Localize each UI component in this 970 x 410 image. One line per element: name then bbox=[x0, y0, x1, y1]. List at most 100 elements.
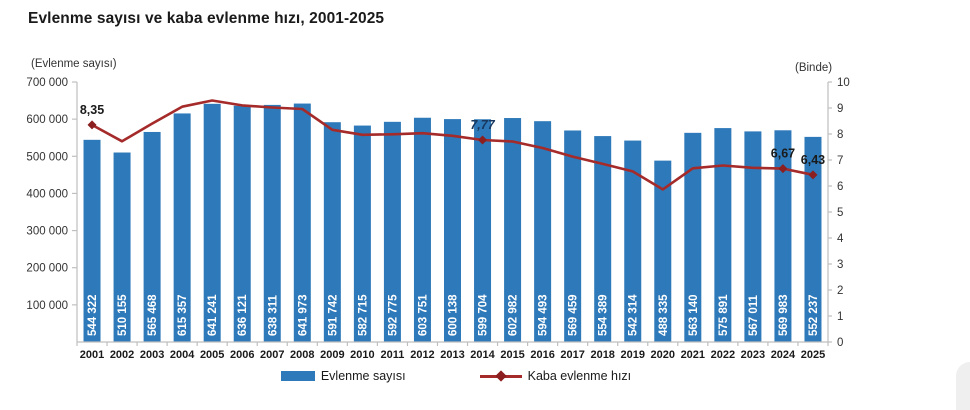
bar-2008 bbox=[293, 103, 311, 342]
bar-value-label-2018: 554 389 bbox=[598, 294, 610, 336]
x-axis-year-label: 2008 bbox=[290, 349, 314, 361]
bar-2025 bbox=[804, 136, 822, 342]
bar-value-label-2024: 569 983 bbox=[778, 294, 790, 336]
x-axis-year-label: 2007 bbox=[260, 349, 284, 361]
bar-2016 bbox=[534, 121, 552, 342]
x-axis-year-label: 2019 bbox=[620, 349, 644, 361]
right-axis-tick-label: 5 bbox=[837, 207, 843, 219]
bar-2003 bbox=[143, 131, 161, 342]
bar-value-label-2020: 488 335 bbox=[658, 294, 670, 336]
right-axis-unit-label: (Binde) bbox=[795, 62, 833, 74]
bar-value-label-2014: 599 704 bbox=[478, 294, 490, 336]
bar-2001 bbox=[83, 139, 101, 342]
left-axis-tick-label: 300 000 bbox=[26, 226, 68, 238]
bar-2009 bbox=[323, 122, 341, 342]
legend-line-label: Kaba evlenme hızı bbox=[527, 369, 632, 383]
bar-value-label-2012: 603 751 bbox=[417, 294, 429, 336]
bar-value-label-2007: 638 311 bbox=[267, 294, 279, 336]
bar-2007 bbox=[263, 104, 281, 342]
left-axis-tick-label: 400 000 bbox=[26, 188, 68, 200]
left-axis-unit-label: (Evlenme sayısı) bbox=[31, 58, 117, 70]
left-axis-tick-label: 700 000 bbox=[26, 77, 68, 89]
x-axis-year-label: 2018 bbox=[590, 349, 614, 361]
bar-value-label-2023: 567 011 bbox=[748, 294, 760, 336]
bar-2006 bbox=[233, 105, 251, 342]
rate-point-label-2001: 8,35 bbox=[80, 103, 104, 117]
x-axis-year-label: 2016 bbox=[530, 349, 554, 361]
bar-2023 bbox=[744, 131, 762, 342]
bar-value-label-2021: 563 140 bbox=[688, 294, 700, 336]
x-axis-year-label: 2014 bbox=[470, 349, 495, 361]
line-series-swatch-icon bbox=[479, 370, 522, 382]
bar-2018 bbox=[594, 136, 612, 342]
bar-value-label-2025: 552 237 bbox=[808, 294, 820, 336]
x-axis-year-label: 2002 bbox=[110, 349, 134, 361]
line-swatch-diamond-icon bbox=[494, 370, 507, 382]
x-axis-year-label: 2025 bbox=[801, 349, 825, 361]
bar-2012 bbox=[413, 117, 431, 342]
chart-title: Evlenme sayısı ve kaba evlenme hızı, 200… bbox=[28, 10, 385, 27]
x-axis-year-label: 2024 bbox=[771, 349, 796, 361]
right-axis-tick-label: 6 bbox=[837, 181, 843, 193]
bar-value-label-2015: 602 982 bbox=[508, 294, 520, 336]
right-axis-tick-label: 9 bbox=[837, 103, 843, 115]
left-axis-tick-label: 600 000 bbox=[26, 114, 68, 126]
bar-2004 bbox=[173, 113, 191, 342]
bar-value-label-2009: 591 742 bbox=[327, 294, 339, 336]
page-corner-shade bbox=[956, 362, 970, 410]
bar-2015 bbox=[504, 118, 522, 343]
bar-value-label-2005: 641 241 bbox=[207, 294, 219, 336]
bar-value-label-2016: 594 493 bbox=[538, 294, 550, 336]
bar-value-label-2004: 615 357 bbox=[177, 294, 189, 336]
bar-value-label-2011: 592 775 bbox=[387, 294, 399, 336]
bar-value-label-2003: 565 468 bbox=[147, 294, 159, 336]
rate-point-label-2014: 7,77 bbox=[470, 118, 495, 132]
bar-value-label-2001: 544 322 bbox=[87, 294, 99, 336]
bar-value-label-2013: 600 138 bbox=[448, 294, 460, 336]
x-axis-year-label: 2001 bbox=[80, 349, 104, 361]
x-axis-year-label: 2010 bbox=[350, 349, 374, 361]
legend-bar-label: Evlenme sayısı bbox=[320, 369, 406, 383]
bar-value-label-2008: 641 973 bbox=[297, 294, 309, 336]
left-axis-tick-label: 100 000 bbox=[26, 300, 68, 312]
x-axis-year-label: 2017 bbox=[560, 349, 584, 361]
bar-value-label-2006: 636 121 bbox=[237, 294, 249, 336]
x-axis-year-label: 2012 bbox=[410, 349, 434, 361]
bar-2020 bbox=[654, 160, 672, 342]
x-axis-year-label: 2006 bbox=[230, 349, 254, 361]
bar-2021 bbox=[684, 132, 702, 342]
bar-2019 bbox=[624, 140, 642, 342]
bar-value-label-2019: 542 314 bbox=[628, 294, 640, 336]
bar-2010 bbox=[353, 125, 371, 342]
bar-2013 bbox=[444, 119, 461, 342]
rate-point-label-2024: 6,67 bbox=[771, 147, 795, 161]
chart-legend: Evlenme sayısı Kaba evlenme hızı bbox=[0, 369, 912, 383]
bar-2022 bbox=[714, 128, 732, 342]
rate-marker-2001 bbox=[87, 120, 97, 130]
x-axis-year-label: 2003 bbox=[140, 349, 164, 361]
x-axis-year-label: 2005 bbox=[200, 349, 224, 361]
bar-2011 bbox=[383, 121, 401, 342]
right-axis-tick-label: 8 bbox=[837, 129, 843, 141]
right-axis-tick-label: 2 bbox=[837, 285, 843, 297]
bar-series-swatch-icon bbox=[280, 371, 315, 381]
bar-2024 bbox=[774, 130, 792, 342]
right-axis-tick-label: 7 bbox=[837, 155, 843, 167]
rate-marker-2025 bbox=[808, 170, 818, 180]
x-axis-year-label: 2013 bbox=[440, 349, 464, 361]
bar-value-label-2002: 510 155 bbox=[117, 294, 129, 336]
marriage-rate-line bbox=[91, 99, 814, 191]
right-axis-tick-label: 1 bbox=[837, 311, 843, 323]
legend-item-marriage-count: Evlenme sayısı bbox=[280, 369, 406, 383]
bar-value-label-2010: 582 715 bbox=[357, 294, 369, 336]
bar-2014 bbox=[474, 119, 492, 342]
rate-marker-2014 bbox=[478, 135, 488, 145]
legend-item-marriage-rate: Kaba evlenme hızı bbox=[479, 369, 632, 383]
bar-2005 bbox=[203, 103, 221, 342]
x-axis-year-label: 2015 bbox=[500, 349, 524, 361]
right-axis-tick-label: 0 bbox=[837, 337, 843, 349]
right-axis-tick-label: 4 bbox=[837, 233, 844, 245]
x-axis-year-label: 2009 bbox=[320, 349, 344, 361]
